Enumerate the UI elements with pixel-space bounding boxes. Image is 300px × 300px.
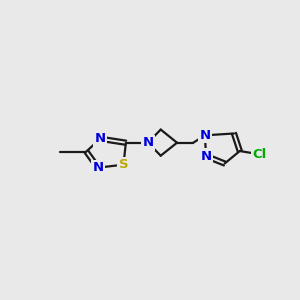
Text: N: N bbox=[199, 129, 211, 142]
Text: Cl: Cl bbox=[252, 148, 267, 161]
Text: N: N bbox=[142, 136, 154, 149]
Text: N: N bbox=[200, 150, 211, 163]
Text: N: N bbox=[95, 132, 106, 145]
Text: N: N bbox=[92, 161, 104, 174]
Text: S: S bbox=[119, 158, 128, 171]
